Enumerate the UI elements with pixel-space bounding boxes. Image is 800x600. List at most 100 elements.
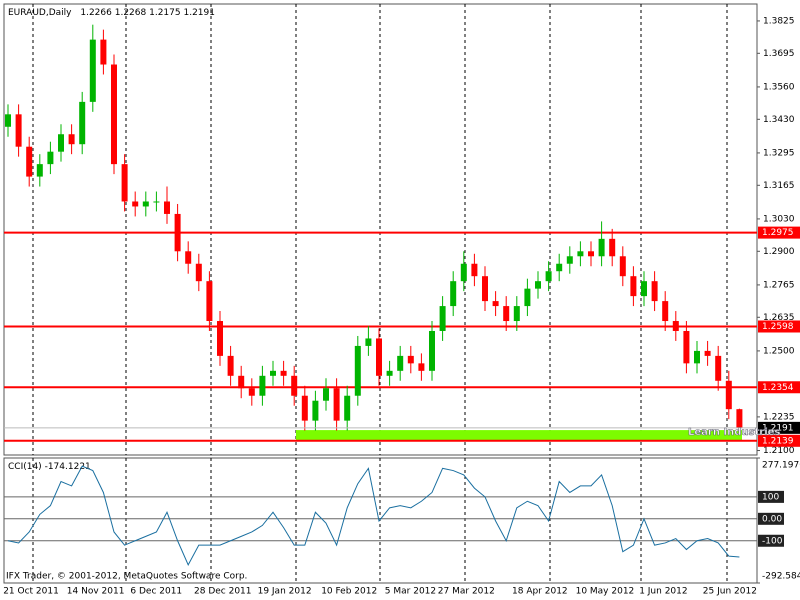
- candle-body: [460, 263, 467, 282]
- y-tick-label: 1.2500: [763, 346, 795, 356]
- candle-body: [238, 375, 245, 389]
- candle-body: [301, 395, 308, 421]
- y-tick-label: 1.3430: [763, 115, 795, 125]
- candle-body: [100, 39, 107, 65]
- y-tick-label: 1.3030: [763, 214, 795, 224]
- symbol: EURAUD,Daily: [8, 8, 72, 18]
- candle-body: [715, 355, 722, 381]
- cci-name: CCI(14): [8, 462, 42, 472]
- candle-body: [153, 201, 160, 203]
- candle-body: [79, 101, 86, 145]
- y-tick-label: 1.3695: [763, 49, 795, 59]
- y-tick-label: 1.3295: [763, 148, 795, 158]
- candle-body: [291, 375, 298, 396]
- candle-body: [588, 251, 594, 257]
- candle-body: [619, 256, 626, 277]
- candle-body: [545, 271, 552, 282]
- footer: IFX Trader, © 2001-2012, MetaQuotes Soft…: [6, 572, 247, 582]
- x-tick-label: 18 Apr 2012: [512, 587, 568, 597]
- candle-body: [132, 201, 139, 207]
- cci-label: CCI(14) -174.1221: [8, 462, 91, 472]
- candle-body: [89, 39, 96, 102]
- candle-body: [641, 281, 647, 297]
- y-tick-label: 100: [762, 492, 779, 502]
- y-tick-box: [758, 534, 784, 547]
- candle-body: [344, 395, 351, 421]
- last-low: 1.2175: [149, 8, 181, 18]
- candle-body: [524, 288, 531, 307]
- watermark: Learn Industries: [688, 427, 780, 438]
- candle-body: [651, 281, 658, 302]
- y-tick-label: 277.1976: [762, 461, 800, 471]
- x-tick-label: 14 Nov 2011: [67, 587, 125, 597]
- candle-body: [662, 301, 669, 322]
- candle-body: [683, 330, 690, 364]
- candle-body: [312, 400, 319, 421]
- y-tick-box: [758, 490, 784, 503]
- y-tick-label: 1.3825: [763, 16, 795, 26]
- y-tick-label: 1.2100: [763, 446, 795, 456]
- candle-body: [694, 350, 700, 364]
- chart-title: EURAUD,Daily 1.2266 1.2268 1.2175 1.2191: [8, 8, 215, 18]
- last-open: 1.2266: [80, 8, 112, 18]
- candle-body: [323, 388, 329, 401]
- candle-body: [418, 363, 425, 371]
- candle-body: [439, 306, 446, 331]
- candle-body: [195, 263, 202, 282]
- candle-body: [598, 238, 605, 257]
- y-tick-label: 0.00: [762, 514, 782, 524]
- candle-body: [513, 306, 520, 322]
- x-tick-label: 21 Oct 2011: [3, 587, 59, 597]
- candle-body: [386, 370, 393, 376]
- x-tick-label: 1 Jun 2012: [639, 587, 687, 597]
- candle-body: [164, 201, 170, 214]
- candle-body: [121, 164, 128, 202]
- candle-body: [174, 213, 181, 252]
- x-tick-label: 5 Mar 2012: [385, 587, 436, 597]
- last-high: 1.2268: [115, 8, 147, 18]
- price-label: 1.2191: [762, 423, 794, 433]
- level-label-box: [758, 226, 800, 239]
- candle-body: [704, 350, 711, 356]
- level-label: 1.2354: [762, 383, 794, 393]
- y-tick-label: 1.2235: [763, 412, 795, 422]
- candle-body: [376, 338, 382, 376]
- y-tick-label: 1.2900: [763, 247, 795, 257]
- level-label-box: [758, 381, 800, 394]
- x-tick-label: 10 Feb 2012: [321, 587, 377, 597]
- candle-body: [333, 388, 340, 421]
- level-label-box: [758, 434, 800, 447]
- y-tick-label: -292.584: [762, 572, 800, 582]
- candle-body: [270, 370, 276, 376]
- candle-body: [142, 201, 149, 207]
- candle-body: [397, 355, 404, 371]
- candle-body: [556, 263, 563, 272]
- candle-body: [471, 263, 478, 277]
- candle-body: [566, 256, 573, 264]
- candle-body: [492, 301, 499, 307]
- candle-body: [725, 380, 732, 410]
- candle-body: [58, 134, 64, 152]
- x-tick-label: 25 Jun 2012: [703, 587, 757, 597]
- x-tick-label: 6 Dec 2011: [130, 587, 182, 597]
- candle-body: [259, 375, 266, 396]
- y-tick-label: 1.3165: [763, 181, 795, 191]
- y-tick-box: [758, 512, 784, 525]
- x-tick-label: 28 Dec 2011: [194, 587, 252, 597]
- candle-body: [672, 321, 679, 331]
- y-tick-label: 1.3560: [763, 82, 795, 92]
- y-tick-label: -100: [762, 536, 783, 546]
- candle-body: [47, 151, 54, 165]
- candle-body: [206, 281, 213, 322]
- candle-body: [15, 114, 22, 147]
- price-label-box: [758, 421, 800, 434]
- level-label: 1.2598: [762, 322, 794, 332]
- x-tick-label: 10 May 2012: [576, 587, 635, 597]
- level-label: 1.2975: [762, 228, 794, 238]
- candle-body: [577, 251, 584, 257]
- candle-body: [68, 134, 75, 145]
- candle-body: [26, 146, 33, 177]
